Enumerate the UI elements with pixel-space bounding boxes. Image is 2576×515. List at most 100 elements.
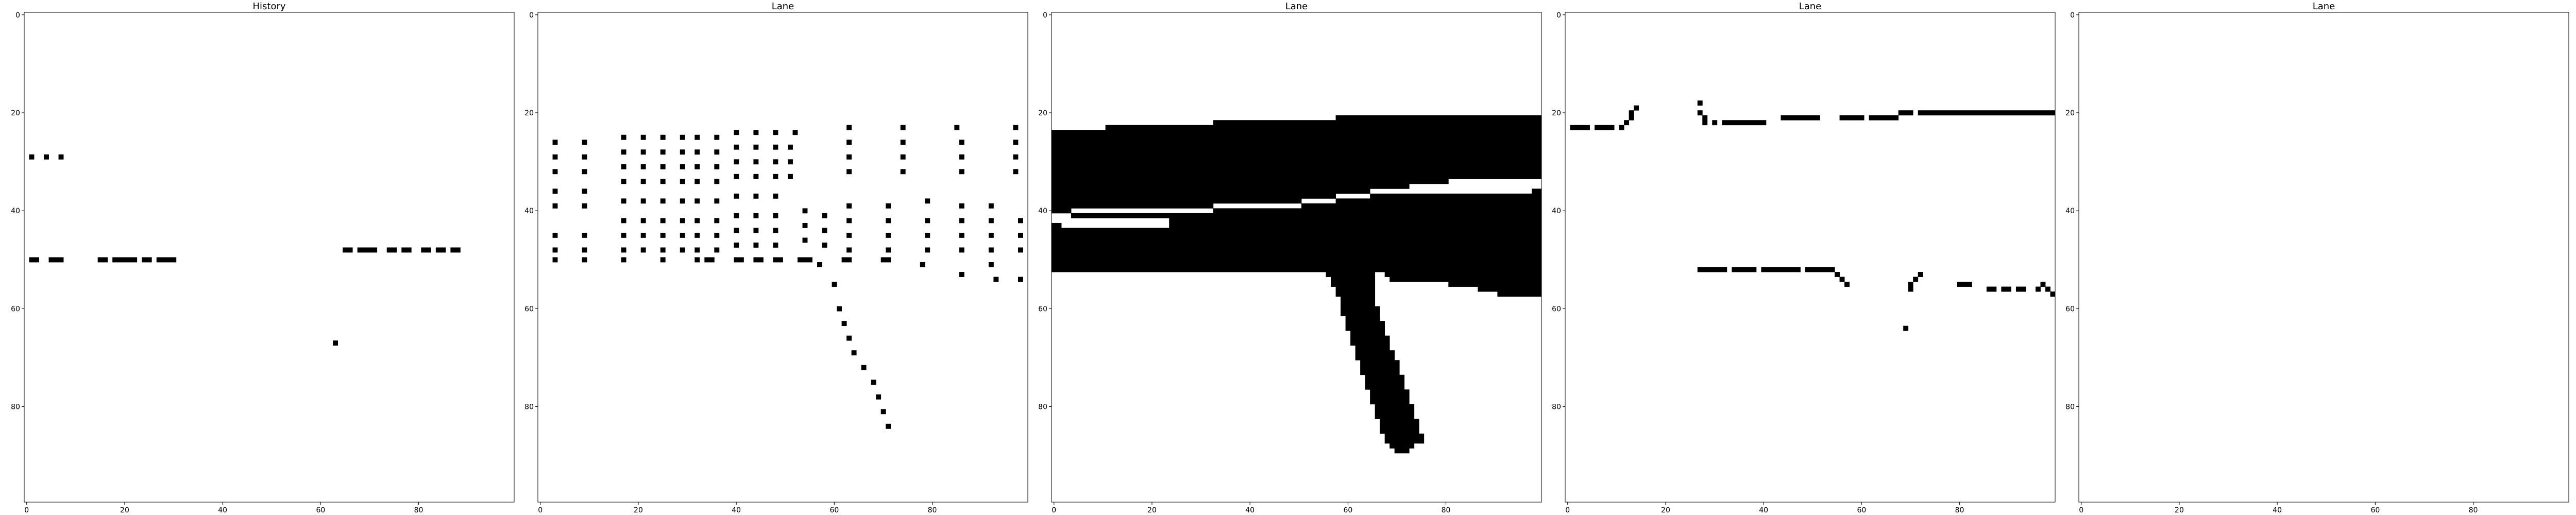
image-cell (1018, 277, 1023, 282)
image-cell (1913, 277, 1919, 282)
x-tick-label: 40 (218, 506, 227, 514)
image-cell (988, 262, 994, 267)
image-cell (680, 164, 685, 169)
image-cell (714, 134, 720, 140)
image-cell (621, 179, 626, 184)
image-cell (621, 149, 626, 155)
image-cell (925, 198, 930, 204)
image-cell (714, 179, 720, 184)
image-cell (640, 232, 646, 238)
image-cell (582, 169, 587, 175)
image-cell (900, 125, 906, 130)
image-cell (1619, 125, 1624, 130)
image-cell (1052, 169, 1542, 175)
y-tick-label: 40 (2065, 207, 2075, 215)
image-cell (640, 247, 646, 253)
x-tick-label: 60 (316, 506, 325, 514)
image-cell (1375, 404, 1415, 409)
panel-1: History 0 20 40 60 80 0 20 40 60 80 (11, 1, 515, 514)
image-cell (694, 164, 700, 169)
image-cell (1702, 115, 1708, 121)
panel-title: Lane (772, 1, 794, 12)
plot-frame (24, 12, 515, 503)
image-cell (2045, 286, 2050, 292)
image-cell (1380, 419, 1419, 424)
image-cell (1052, 237, 1542, 243)
x-tick-label: 0 (538, 506, 543, 514)
image-cell (753, 193, 759, 199)
image-cell (694, 232, 700, 238)
image-cell (1052, 222, 1062, 228)
image-cell (802, 208, 808, 214)
image-cell (988, 232, 994, 238)
image-cell (846, 154, 852, 160)
image-cell (1370, 399, 1410, 405)
image-cell (582, 232, 587, 238)
image-cell (1052, 149, 1542, 155)
image-cell (1052, 179, 1449, 184)
y-tick-label: 80 (1038, 403, 1047, 411)
image-cell (876, 394, 882, 400)
image-cell (694, 179, 700, 184)
image-cell (621, 257, 626, 263)
image-cell (846, 232, 852, 238)
image-cell (1918, 110, 2056, 116)
image-cell (1052, 164, 1542, 169)
y-tick-label: 20 (11, 109, 20, 117)
y-tick-label: 40 (524, 207, 534, 215)
plot-frame (537, 12, 1028, 503)
image-cell (1052, 198, 1302, 204)
x-tick-label: 0 (1565, 506, 1570, 514)
image-cell (660, 257, 666, 263)
image-cell (1052, 203, 1214, 209)
image-cell (714, 218, 720, 224)
image-cell (1052, 257, 1542, 263)
image-cell (127, 257, 138, 263)
image-cell (680, 218, 685, 224)
image-cell (1835, 272, 1840, 277)
panel-4: Lane 0 20 40 60 80 0 20 40 60 80 (1552, 1, 2056, 514)
image-cell (988, 218, 994, 224)
image-cell (954, 125, 960, 130)
image-cell (1052, 242, 1542, 248)
image-cell (1335, 286, 1376, 292)
image-cell (773, 174, 778, 179)
image-cell (552, 247, 558, 253)
image-cell (435, 247, 446, 253)
y-tick-label: 80 (1552, 403, 1561, 411)
image-cell (166, 257, 177, 263)
image-cell (2050, 291, 2056, 297)
image-cell (621, 218, 626, 224)
image-cell (660, 164, 666, 169)
image-cell (1384, 438, 1425, 444)
image-cell (1052, 183, 1410, 189)
image-cell (680, 247, 685, 253)
image-cell (886, 423, 891, 429)
image-cell (1781, 115, 1820, 121)
image-cell (660, 218, 666, 224)
y-tick-label: 0 (2070, 11, 2075, 20)
image-cell (1326, 272, 1376, 277)
image-cell (1629, 110, 1634, 116)
image-cells (29, 154, 461, 346)
image-cell (1497, 291, 1542, 297)
x-tick-label: 60 (1857, 506, 1866, 514)
image-cell (773, 242, 778, 248)
image-cell (753, 144, 759, 150)
image-cell (1702, 120, 1708, 126)
image-cell (2035, 286, 2041, 292)
image-cell (694, 218, 700, 224)
image-cell (1629, 115, 1634, 121)
image-cell (1052, 174, 1542, 179)
image-cell (846, 169, 852, 175)
y-tick-label: 20 (1038, 109, 1047, 117)
image-cells (1052, 115, 1542, 454)
image-cell (1052, 193, 1336, 199)
image-cell (694, 247, 700, 253)
image-cell (58, 154, 64, 160)
x-tick-label: 0 (24, 506, 29, 514)
y-tick-label: 80 (524, 403, 534, 411)
image-cell (1335, 115, 1542, 121)
image-cell (1595, 125, 1615, 130)
panel-5: Lane 0 20 40 60 80 0 20 40 60 80 (2065, 1, 2569, 514)
